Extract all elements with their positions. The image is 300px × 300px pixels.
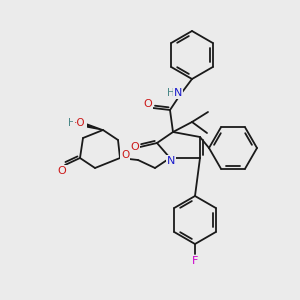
Text: H: H	[167, 88, 175, 98]
Text: N: N	[174, 88, 182, 98]
Text: ·O: ·O	[74, 118, 86, 128]
Text: O: O	[121, 150, 129, 160]
Text: N: N	[167, 156, 175, 166]
Polygon shape	[85, 124, 103, 130]
Text: O: O	[130, 142, 140, 152]
Text: F: F	[192, 256, 198, 266]
Text: O: O	[58, 166, 66, 176]
Text: O: O	[144, 99, 152, 109]
Text: H: H	[68, 118, 76, 128]
